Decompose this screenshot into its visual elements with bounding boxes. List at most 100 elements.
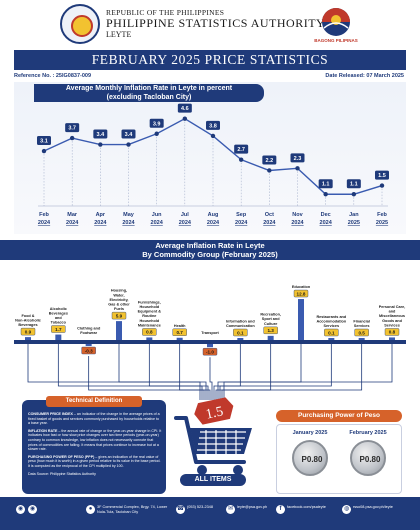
- x-tick-month: Aug: [208, 212, 219, 218]
- bar-label-box: [51, 325, 66, 333]
- category-label: Electricity,: [110, 298, 129, 302]
- x-tick-month: Dec: [321, 212, 331, 218]
- commodity-bar: [358, 338, 365, 340]
- category-label: Furnishings,: [138, 300, 161, 304]
- category-label: and: [55, 316, 62, 320]
- footer-phone: (053) 523-2348: [187, 505, 213, 509]
- x-tick-year: 2024: [94, 220, 107, 226]
- data-label-box: [149, 118, 164, 128]
- ppp-month-january: January 2025: [292, 430, 328, 436]
- category-label: Restaurants and: [316, 315, 346, 319]
- bar-value-label: 0.1: [328, 330, 335, 335]
- peso-coin-icon: P0.80: [292, 440, 328, 476]
- data-label: 1.1: [350, 182, 358, 188]
- bar-label-box: [384, 328, 400, 336]
- commodity-bar: [389, 337, 395, 340]
- footer-facebook[interactable]: facebook.com/psaleyte: [287, 505, 326, 509]
- release-date: Date Released: 07 March 2025: [325, 73, 404, 79]
- data-point-marker: [351, 192, 357, 197]
- commodity-bar-group: -1.0 Transport: [201, 331, 219, 400]
- category-label: Gas & other: [108, 303, 130, 307]
- footer-address: 3F Commercial Complex, Brgy. 74, Lower N…: [97, 505, 168, 514]
- data-label: 2.3: [294, 156, 302, 162]
- data-label-box: [290, 153, 305, 163]
- connector-line: [209, 357, 213, 400]
- data-label-box: [121, 129, 136, 139]
- x-tick-year: 2024: [291, 220, 304, 226]
- data-point-marker: [210, 133, 216, 139]
- ppp-definition: PURCHASING POWER OF PESO (PPP) – gives a…: [28, 455, 162, 469]
- category-label: Equipment &: [138, 310, 162, 314]
- category-label: Transport: [201, 331, 219, 335]
- purchasing-power-heading: Purchasing Power of Peso: [276, 410, 402, 422]
- commodity-bar: [176, 337, 183, 340]
- data-label: 2.7: [237, 147, 245, 153]
- ppp-text: – gives an indication of the real value …: [28, 454, 161, 468]
- data-label: 2.2: [266, 158, 274, 164]
- reference-number: Reference No. : 25IG0837-009: [14, 73, 92, 79]
- data-point: 3.8 Aug 2024: [206, 120, 220, 226]
- footer-email[interactable]: leyte@psa.gov.ph: [237, 505, 268, 509]
- category-label: Footwear: [80, 331, 97, 335]
- ppp-value-february: P0.80: [359, 455, 381, 464]
- ppp-month-february: February 2025: [349, 430, 387, 436]
- org-country: REPUBLIC OF THE PHILIPPINES: [106, 8, 225, 17]
- x-tick-month: Mar: [67, 212, 78, 218]
- ppp-term: PURCHASING POWER OF PESO (PPP): [28, 454, 95, 459]
- x-tick-month: Feb: [39, 212, 49, 218]
- commodity-bar: [328, 338, 335, 340]
- footer-website[interactable]: rsso08.psa.gov.ph/leyte: [353, 505, 393, 509]
- psa-logo-icon: ◉: [16, 505, 25, 514]
- data-point-marker: [69, 135, 75, 141]
- data-point-marker: [323, 192, 328, 197]
- data-point: 3.4 Apr 2024: [93, 129, 108, 226]
- data-label: 3.8: [209, 123, 217, 129]
- x-tick-month: Nov: [292, 212, 303, 218]
- bar-value-label: 0.7: [176, 330, 183, 335]
- monthly-inflation-panel: [14, 82, 406, 234]
- connector-line: [118, 344, 207, 400]
- bar-label-box: [233, 328, 248, 337]
- commodity-bar: [85, 344, 92, 346]
- inflation-text: – the annual rate of change or the year-…: [28, 428, 162, 452]
- data-point-marker: [41, 148, 47, 154]
- facebook-icon: f: [276, 505, 285, 514]
- connector-line: [88, 356, 205, 400]
- bar-label-box: [263, 326, 278, 335]
- x-tick-year: 2024: [66, 220, 79, 226]
- category-label: Culture: [264, 322, 277, 326]
- commodity-bar: [237, 338, 244, 340]
- data-label-box: [93, 129, 108, 139]
- shopping-cart-icon: 1.5: [174, 397, 252, 475]
- category-label: Sport and: [262, 317, 280, 321]
- data-point-marker: [98, 142, 103, 147]
- category-label: Services: [324, 324, 340, 328]
- bar-label-box: [20, 327, 36, 336]
- commodity-bar: [146, 337, 153, 340]
- bar-value-label: -1.0: [206, 350, 214, 355]
- commodity-bar: [207, 344, 213, 348]
- commodity-bar: [116, 321, 122, 340]
- data-label-box: [375, 170, 389, 180]
- website-icon: ◍: [342, 505, 351, 514]
- x-tick-year: 2024: [320, 220, 333, 226]
- cpi-definition: CONSUMER PRICE INDEX – an indicator of t…: [28, 412, 162, 426]
- email-icon: ✉: [226, 505, 235, 514]
- commodity-bar: [25, 337, 31, 340]
- bar-label-box: [172, 328, 187, 336]
- data-label: 3.1: [40, 139, 48, 145]
- data-label-box: [318, 179, 333, 189]
- bar-value-label: 0.1: [237, 330, 244, 335]
- bar-label-box: [324, 328, 339, 337]
- category-label: Personal Care,: [379, 305, 406, 309]
- technical-definition-heading: Technical Definition: [46, 396, 142, 407]
- data-point: 2.2 Oct 2024: [262, 155, 276, 226]
- connector-line: [223, 344, 393, 400]
- category-label: Miscellaneous: [379, 314, 405, 318]
- x-tick-month: Jan: [349, 212, 359, 218]
- commodity-title-band: [0, 240, 420, 260]
- all-items-label: ALL ITEMS: [180, 474, 246, 486]
